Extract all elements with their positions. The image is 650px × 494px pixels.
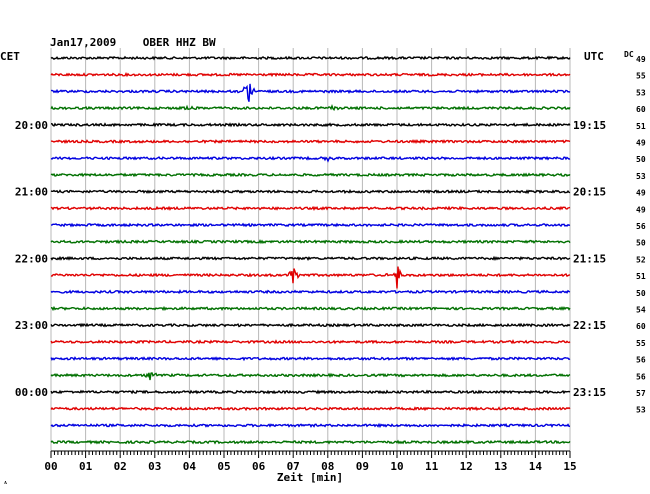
trace-10 [50,222,571,228]
trace-18 [50,356,571,362]
dc-label: DC [624,50,634,59]
trace-17 [50,339,571,345]
trace-5 [50,139,571,145]
dc-value: 49 [636,139,646,148]
right-time-label: 21:15 [573,252,606,265]
dc-value: 50 [636,239,646,248]
x-tick-label: 11 [425,460,439,473]
x-tick-label: 00 [44,460,57,473]
x-tick-label: 06 [252,460,266,473]
dc-value: 50 [636,289,646,298]
dc-value: 56 [636,222,646,231]
x-tick-label: 02 [114,460,127,473]
x-tick-label: 13 [494,460,507,473]
dc-value: 50 [636,155,646,164]
trace-15 [50,305,571,312]
trace-3 [50,103,571,112]
right-time-label: 22:15 [573,319,606,332]
x-tick-label: 14 [529,460,543,473]
dc-value: 55 [636,339,646,348]
trace-1 [50,72,571,78]
left-time-label: 20:00 [15,119,48,132]
dc-value: 51 [636,272,646,281]
dc-value: 55 [636,72,646,81]
trace-0 [50,55,571,61]
chart-title: Jan17,2009 OBER HHZ BW [50,36,216,49]
dc-value: 53 [636,88,646,97]
plot-grid [50,48,571,458]
dc-value: 51 [636,122,646,131]
trace-9 [50,205,571,211]
trace-16 [50,322,571,328]
dc-value: 60 [636,322,646,331]
left-time-label: 21:00 [15,186,48,199]
right-timezone-label: UTC [584,50,604,63]
dc-value: 49 [636,55,646,64]
x-tick-label: 10 [390,460,403,473]
x-tick-label: 15 [563,460,576,473]
trace-2 [50,83,571,102]
dc-value: 60 [636,105,646,114]
x-tick-label: 05 [217,460,230,473]
left-time-label: 22:00 [15,252,48,265]
trace-group [50,55,571,445]
trace-14 [50,289,571,295]
right-time-label: 19:15 [573,119,606,132]
dc-value: 49 [636,189,646,198]
dc-value: 54 [636,306,646,315]
trace-6 [50,155,571,163]
trace-20 [50,389,571,395]
trace-4 [50,122,571,128]
trace-13 [50,266,571,289]
trace-23 [50,439,571,445]
trace-7 [50,172,571,178]
left-timezone-label: CET [0,50,20,63]
dc-value: 49 [636,205,646,214]
x-tick-label: 12 [460,460,473,473]
x-tick-label: 03 [148,460,161,473]
trace-19 [50,372,571,381]
dc-value: 52 [636,255,646,264]
x-tick-label: 07 [287,460,300,473]
dc-value: 56 [636,372,646,381]
trace-21 [50,406,571,412]
trace-22 [50,422,571,429]
dc-value: 53 [636,406,646,415]
dc-value: 57 [636,389,646,398]
trace-8 [50,188,571,195]
corner-mark: ᴧ [3,479,7,486]
x-tick-label: 08 [321,460,334,473]
axis-labels: 00 01 02 03 04 05 06 07 08 09 10 11 12 13 14 15 49 55 53 60… [15,55,646,473]
right-time-label: 20:15 [573,186,606,199]
dc-value: 56 [636,356,646,365]
right-time-label: 23:15 [573,386,606,399]
trace-12 [50,255,571,261]
dc-value: 53 [636,172,646,181]
trace-11 [50,239,571,245]
x-axis-label: Zeit [min] [277,471,343,484]
x-tick-label: 01 [79,460,93,473]
x-tick-label: 09 [356,460,369,473]
x-tick-label: 04 [183,460,197,473]
left-time-label: 00:00 [15,386,48,399]
left-time-label: 23:00 [15,319,48,332]
